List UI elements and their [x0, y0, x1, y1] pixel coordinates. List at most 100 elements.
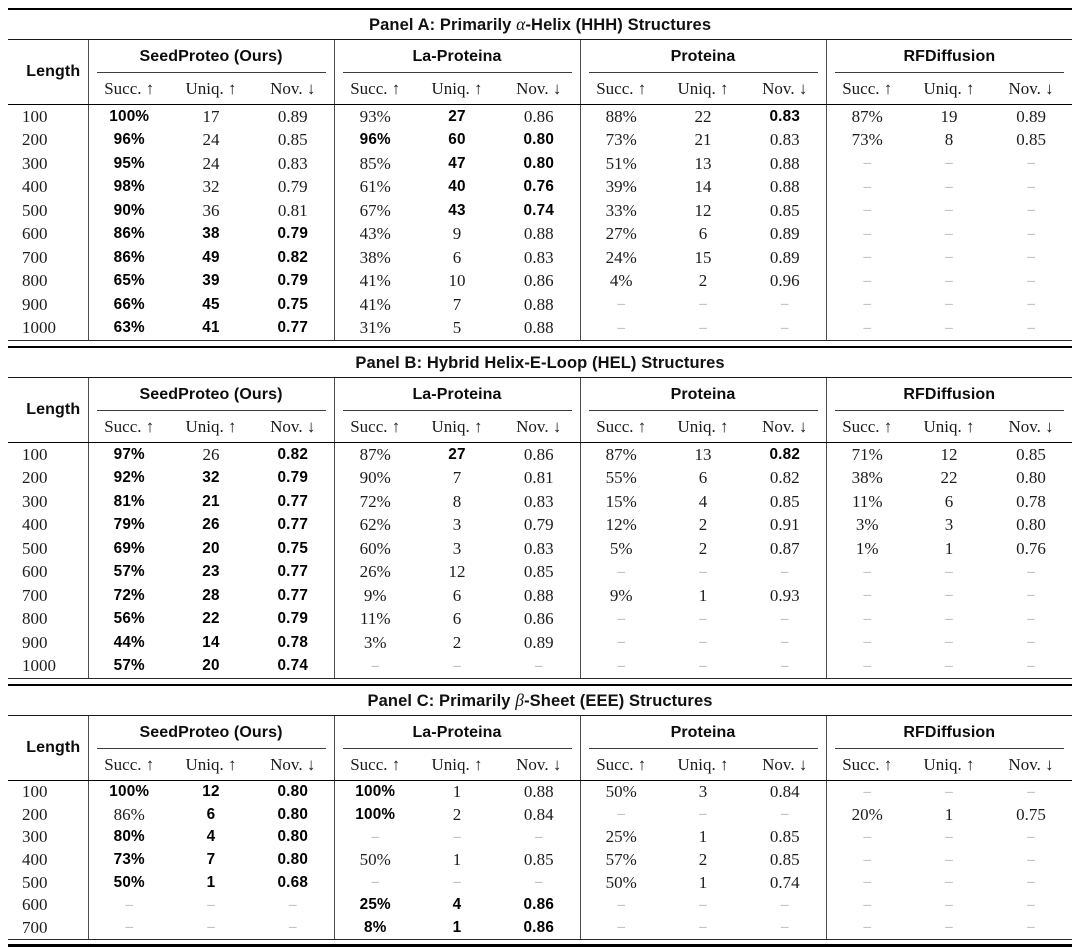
value-cell: 12	[940, 444, 958, 464]
length-cell: 700	[8, 916, 88, 941]
value-cell: 100%	[87, 780, 170, 804]
succ-header: Succ. ↑	[825, 749, 908, 781]
value-cell: 95%	[87, 152, 170, 176]
value-cell: 45	[202, 295, 220, 313]
panel-b-body: 100 97% 26 0.82 87% 27 0.86 87% 13 0.82 71% 12 0.85 2…	[8, 442, 1073, 679]
value-cell: 13	[694, 444, 712, 464]
value-cell: 38	[202, 225, 220, 243]
empty-cell: –	[945, 272, 953, 289]
empty-cell: –	[990, 316, 1073, 341]
value-cell: 67%	[333, 199, 416, 223]
value-cell: 38%	[825, 466, 908, 490]
value-cell: 3	[452, 515, 462, 535]
value-cell: 0.86	[498, 916, 580, 941]
nov-header: Nov. ↓	[498, 73, 580, 105]
table-row: 100 100% 12 0.80 100% 1 0.88 50% 3 0.84 – – –	[8, 780, 1072, 804]
group-header-row: Length SeedProteo (Ours) La-Proteina Pro…	[8, 39, 1073, 105]
value-cell: 47	[448, 154, 466, 172]
succ-header: Succ. ↑	[333, 73, 416, 105]
value-cell: 9%	[579, 584, 662, 608]
value-cell: 0.86	[523, 896, 555, 914]
value-cell: 0.85	[277, 130, 308, 150]
uniq-header: Uniq. ↑	[170, 73, 252, 105]
value-cell: 1	[944, 804, 954, 824]
panel-title-row: Panel A: Primarily α-Helix (HHH) Structu…	[8, 9, 1073, 40]
succ-header: Succ. ↑	[825, 411, 908, 443]
nov-header: Nov. ↓	[252, 749, 334, 781]
uniq-header: Uniq. ↑	[908, 73, 990, 105]
succ-header: Succ. ↑	[87, 749, 170, 781]
succ-header: Succ. ↑	[87, 411, 170, 443]
value-cell: 100%	[333, 780, 416, 804]
length-cell: 100	[22, 782, 48, 802]
value-cell: 20%	[825, 803, 908, 827]
value-cell: 39%	[579, 175, 662, 199]
value-cell: 27%	[579, 222, 662, 246]
panel-title-row: Panel B: Hybrid Helix-E-Loop (HEL) Struc…	[8, 347, 1073, 378]
value-cell: 0.77	[252, 316, 334, 341]
value-cell: 0.87	[769, 538, 800, 558]
table-row: 500 69% 20 0.75 60% 3 0.83 5% 2 0.87 1% 1 0.76	[8, 537, 1072, 561]
uniq-header: Uniq. ↑	[908, 411, 990, 443]
value-cell: 0.79	[277, 610, 309, 628]
length-column-header: Length	[8, 377, 88, 443]
value-cell: 24	[202, 153, 220, 173]
value-cell: 0.86	[523, 106, 554, 126]
value-cell: 0.79	[277, 272, 309, 290]
value-cell: 0.88	[769, 153, 800, 173]
uniq-header: Uniq. ↑	[170, 411, 252, 443]
empty-cell: –	[945, 896, 953, 913]
value-cell: 0.77	[277, 586, 309, 604]
group-seedproteo: SeedProteo (Ours)	[87, 39, 334, 73]
empty-cell: –	[87, 893, 170, 917]
nov-header: Nov. ↓	[744, 411, 826, 443]
value-cell: 11%	[825, 490, 908, 514]
value-cell: 32	[202, 177, 220, 197]
group-seedproteo: SeedProteo (Ours)	[87, 377, 334, 411]
table-row: 100 100% 17 0.89 93% 27 0.86 88% 22 0.83 87% 19 0.89	[8, 104, 1072, 129]
empty-cell: –	[781, 896, 789, 913]
length-cell: 500	[22, 538, 48, 558]
value-cell: 0.84	[769, 782, 800, 802]
value-cell: 6	[452, 585, 462, 605]
table-row: 800 56% 22 0.79 11% 6 0.86 – – – – – –	[8, 607, 1072, 631]
value-cell: 0.80	[523, 131, 555, 149]
value-cell: 0.83	[769, 107, 801, 125]
length-cell: 1000	[8, 654, 88, 679]
subheader-row: Succ. ↑ Uniq. ↑ Nov. ↓ Succ. ↑ Uniq. ↑ N…	[8, 411, 1073, 443]
value-cell: 40	[448, 178, 466, 196]
empty-cell: –	[579, 316, 662, 341]
length-cell: 1000	[8, 316, 88, 341]
value-cell: 41%	[333, 269, 416, 293]
group-la-proteina: La-Proteina	[333, 377, 580, 411]
value-cell: 6	[452, 609, 462, 629]
value-cell: 3	[698, 782, 708, 802]
value-cell: 25%	[333, 893, 416, 917]
panel-title-text: -Sheet (EEE) Structures	[524, 692, 713, 710]
empty-cell: –	[535, 874, 543, 891]
length-cell: 300	[22, 827, 48, 847]
length-cell: 400	[22, 177, 48, 197]
empty-cell: –	[744, 316, 826, 341]
panel-title-text: Panel A: Primarily	[369, 16, 517, 34]
empty-cell: –	[1027, 587, 1035, 604]
empty-cell: –	[1027, 272, 1035, 289]
empty-cell: –	[579, 916, 662, 941]
table-row: 400 98% 32 0.79 61% 40 0.76 39% 14 0.88 – – –	[8, 175, 1072, 199]
empty-cell: –	[579, 893, 662, 917]
value-cell: 0.89	[277, 106, 308, 126]
value-cell: 81%	[87, 490, 170, 514]
empty-cell: –	[1027, 828, 1035, 845]
empty-cell: –	[87, 916, 170, 941]
value-cell: 5%	[579, 537, 662, 561]
value-cell: 50%	[579, 780, 662, 804]
panel-c-table: Panel C: Primarily β-Sheet (EEE) Structu…	[8, 684, 1073, 941]
empty-cell: –	[579, 631, 662, 655]
value-cell: 15	[694, 247, 712, 267]
empty-cell: –	[699, 806, 707, 823]
value-cell: 1%	[825, 537, 908, 561]
length-cell: 800	[22, 609, 48, 629]
succ-header: Succ. ↑	[333, 411, 416, 443]
value-cell: 14	[202, 633, 220, 651]
empty-cell: –	[1027, 783, 1035, 800]
